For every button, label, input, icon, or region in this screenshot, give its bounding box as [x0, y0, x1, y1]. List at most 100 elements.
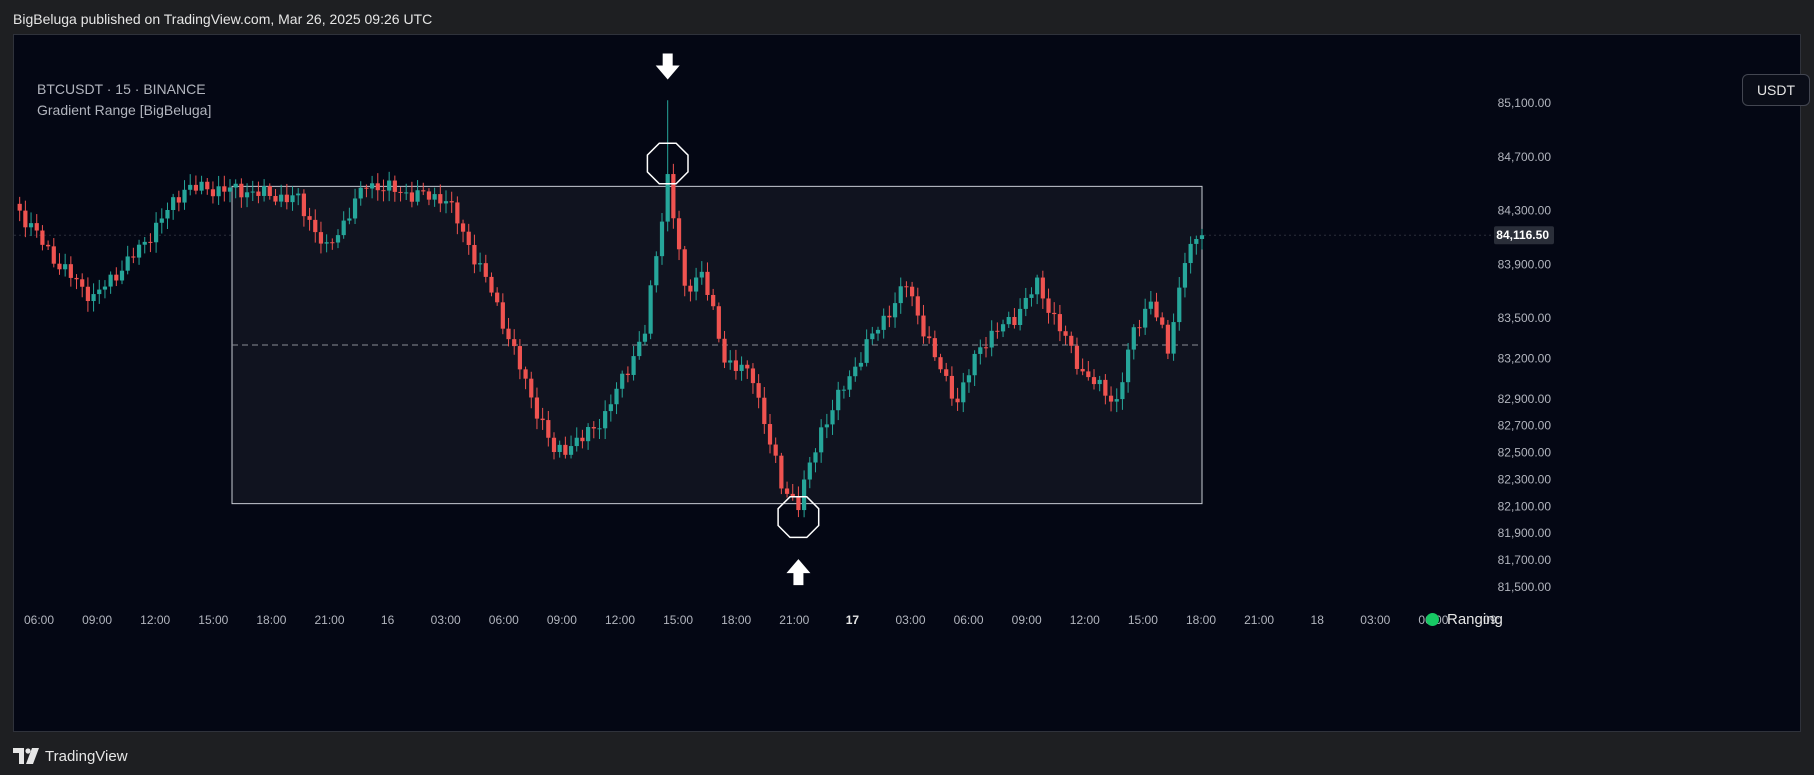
- candle-body: [898, 286, 903, 304]
- price-tick-label: 83,500.00: [1498, 311, 1552, 325]
- candle-body: [227, 187, 233, 192]
- candle: [381, 179, 386, 202]
- time-tick-label: 15:00: [663, 613, 693, 627]
- candle-body: [279, 194, 284, 202]
- candle-body: [1126, 349, 1131, 383]
- candle: [915, 287, 920, 325]
- candle: [1137, 319, 1142, 337]
- candle-body: [91, 294, 96, 302]
- candle: [762, 387, 767, 434]
- candlestick-chart[interactable]: 85,100.00 84,700.00 84,300.00 83,900.00 83,5…: [14, 35, 1800, 731]
- candle: [85, 277, 90, 312]
- time-tick-label: 16: [381, 613, 395, 627]
- candle-body: [381, 190, 386, 192]
- candle: [57, 253, 62, 275]
- candle-body: [597, 428, 602, 430]
- candle-body: [244, 192, 250, 198]
- candle: [972, 350, 977, 386]
- candle: [142, 236, 147, 254]
- candle: [370, 175, 375, 199]
- candle-body: [676, 218, 682, 250]
- candle: [966, 369, 972, 393]
- candle: [694, 267, 699, 301]
- candle: [273, 189, 278, 206]
- candle: [523, 366, 528, 390]
- candle: [955, 387, 960, 411]
- chart-frame[interactable]: 85,100.00 84,700.00 84,300.00 83,900.00 83,5…: [13, 34, 1810, 732]
- candle-body: [40, 230, 45, 245]
- candle: [1114, 388, 1119, 413]
- candle-body: [938, 357, 943, 370]
- candle-body: [97, 289, 102, 295]
- candle: [63, 253, 68, 277]
- candle-body: [267, 186, 272, 196]
- price-tick-label: 82,300.00: [1498, 472, 1552, 486]
- time-tick-label: 03:00: [895, 613, 925, 627]
- candle-body: [256, 191, 261, 196]
- candle: [91, 283, 96, 312]
- candle-body: [614, 388, 619, 405]
- candle: [28, 212, 34, 237]
- candle: [904, 281, 909, 298]
- candle: [1154, 292, 1159, 322]
- candle: [290, 186, 295, 211]
- price-tick-label: 83,200.00: [1498, 351, 1552, 365]
- indicator-legend[interactable]: Gradient Range [BigBeluga]: [37, 102, 212, 118]
- candle-body: [671, 174, 676, 219]
- currency-button[interactable]: USDT: [1742, 74, 1810, 106]
- candle-body: [193, 184, 198, 191]
- candle: [165, 202, 170, 230]
- candle: [284, 183, 289, 210]
- candle-body: [1177, 287, 1182, 323]
- candle: [466, 223, 471, 255]
- price-tick-label: 82,500.00: [1498, 446, 1552, 460]
- candle: [796, 486, 801, 518]
- candle: [961, 372, 966, 413]
- candle: [68, 256, 73, 287]
- candle-body: [409, 192, 414, 202]
- candle: [1023, 287, 1028, 317]
- candle-body: [881, 315, 886, 330]
- tradingview-brand[interactable]: TradingView: [13, 742, 128, 770]
- candle-body: [1199, 235, 1205, 240]
- candle: [790, 483, 795, 501]
- candle-body: [57, 263, 62, 270]
- candle: [279, 184, 284, 208]
- candle-body: [199, 181, 204, 191]
- time-tick-label: 18:00: [1186, 613, 1216, 627]
- candle-body: [944, 369, 949, 376]
- candle-body: [523, 369, 528, 379]
- candle-body: [654, 256, 659, 286]
- candle: [415, 180, 420, 206]
- candle-body: [51, 246, 56, 264]
- candle: [892, 292, 898, 328]
- candle-body: [1046, 298, 1051, 313]
- candle: [443, 190, 449, 214]
- candle-body: [750, 368, 756, 384]
- candle: [210, 181, 216, 204]
- candle: [375, 173, 380, 201]
- candle-body: [85, 286, 90, 302]
- candle-body: [966, 375, 972, 383]
- candle-body: [495, 292, 500, 303]
- time-tick-label: 21:00: [779, 613, 809, 627]
- candle: [256, 181, 261, 204]
- candle: [500, 293, 505, 335]
- candle-body: [74, 277, 79, 280]
- candle-body: [1165, 324, 1170, 354]
- candle: [307, 207, 312, 231]
- time-tick-label: 17: [846, 613, 860, 627]
- candle: [1108, 386, 1114, 412]
- candle: [614, 382, 619, 415]
- candle: [455, 196, 460, 235]
- candle-body: [858, 362, 864, 367]
- candle: [358, 181, 363, 206]
- candle: [1074, 337, 1080, 375]
- symbol-legend[interactable]: BTCUSDT · 15 · BINANCE: [37, 81, 206, 97]
- time-tick-label: 12:00: [140, 613, 170, 627]
- candle: [563, 436, 568, 459]
- candle-body: [472, 244, 477, 265]
- candle: [398, 187, 403, 202]
- candle: [722, 330, 727, 369]
- time-tick-label: 15:00: [198, 613, 228, 627]
